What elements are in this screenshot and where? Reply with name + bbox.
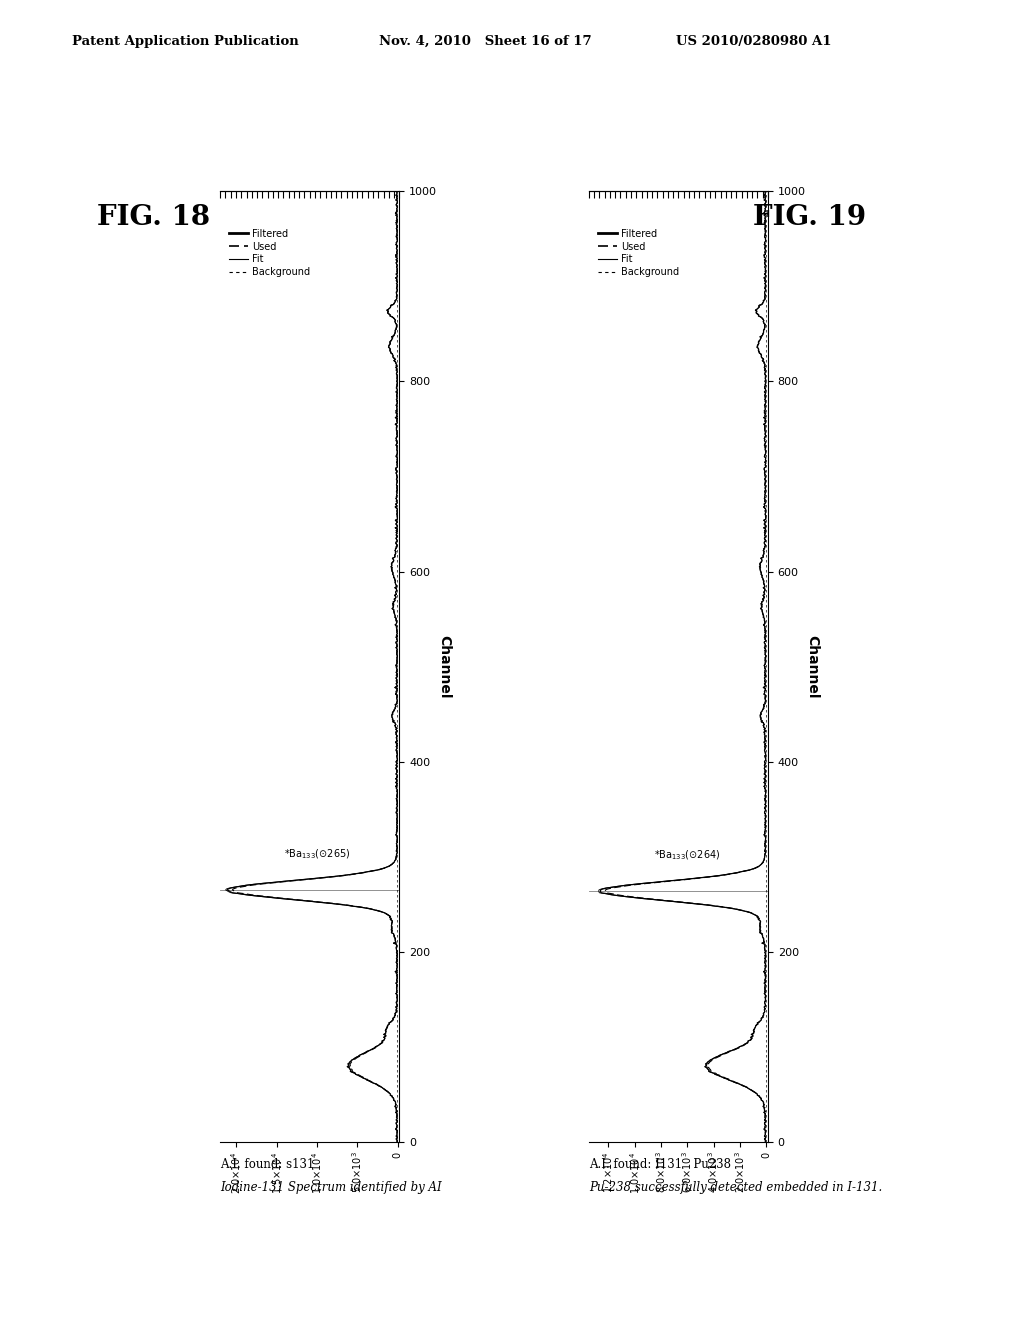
Used <box>390 183 402 199</box>
Text: FIG. 18: FIG. 18 <box>97 205 210 231</box>
Filtered <box>391 393 403 409</box>
Text: US 2010/0280980 A1: US 2010/0280980 A1 <box>676 34 831 48</box>
Used <box>370 1076 382 1092</box>
Line: Used: Used <box>232 191 397 1142</box>
Filtered <box>759 393 771 409</box>
Used <box>391 393 403 409</box>
Used <box>758 294 770 310</box>
Text: Pu-238 successfully detected embedded in I-131.: Pu-238 successfully detected embedded in… <box>589 1180 882 1193</box>
Filtered <box>758 294 770 310</box>
Text: Nov. 4, 2010   Sheet 16 of 17: Nov. 4, 2010 Sheet 16 of 17 <box>379 34 592 48</box>
Fit <box>759 941 771 957</box>
Line: Used: Used <box>605 191 766 1142</box>
Filtered <box>759 941 771 957</box>
Fit <box>758 294 770 310</box>
Line: Filtered: Filtered <box>227 191 397 1142</box>
Background <box>760 1076 772 1092</box>
Used <box>759 183 771 199</box>
Fit <box>732 1076 744 1092</box>
Fit <box>391 358 403 374</box>
Filtered <box>390 183 402 199</box>
Filtered <box>733 1076 745 1092</box>
Text: Patent Application Publication: Patent Application Publication <box>72 34 298 48</box>
Fit <box>391 393 403 409</box>
Background <box>760 183 772 199</box>
Background <box>391 183 403 199</box>
Fit <box>391 230 403 246</box>
Background <box>391 393 403 409</box>
Used <box>759 1134 771 1150</box>
Fit <box>389 294 401 310</box>
Used <box>391 1134 403 1150</box>
Used <box>759 393 771 409</box>
Background <box>760 1134 772 1150</box>
Used <box>389 294 401 310</box>
Text: A.I. found: s131: A.I. found: s131 <box>220 1158 314 1171</box>
Text: *Ba$_{133}$(⊙265): *Ba$_{133}$(⊙265) <box>284 847 350 862</box>
Used <box>760 230 772 246</box>
Filtered <box>391 358 403 374</box>
Used <box>391 358 403 374</box>
Line: Filtered: Filtered <box>600 191 766 1142</box>
Filtered <box>390 941 402 957</box>
Filtered <box>759 183 771 199</box>
Filtered <box>759 358 771 374</box>
Fit <box>759 393 771 409</box>
Used <box>390 941 402 957</box>
Used <box>391 230 403 246</box>
Used <box>734 1076 746 1092</box>
Line: Fit: Fit <box>599 191 766 1142</box>
Background <box>760 941 772 957</box>
Y-axis label: Channel: Channel <box>437 635 451 698</box>
Fit <box>390 183 402 199</box>
Fit <box>390 941 402 957</box>
Fit <box>391 1134 403 1150</box>
Text: FIG. 19: FIG. 19 <box>753 205 865 231</box>
Filtered <box>389 294 401 310</box>
Fit <box>759 183 771 199</box>
Filtered <box>391 230 403 246</box>
Used <box>759 358 771 374</box>
Background <box>760 358 772 374</box>
Fit <box>759 358 771 374</box>
Legend: Filtered, Used, Fit, Background: Filtered, Used, Fit, Background <box>225 224 314 281</box>
Used <box>759 941 771 957</box>
Background <box>760 294 772 310</box>
Fit <box>759 230 771 246</box>
Background <box>391 1076 403 1092</box>
Background <box>760 230 772 246</box>
Filtered <box>370 1076 382 1092</box>
Fit <box>370 1076 382 1092</box>
Filtered <box>391 1134 403 1150</box>
Legend: Filtered, Used, Fit, Background: Filtered, Used, Fit, Background <box>594 224 683 281</box>
Text: *Ba$_{133}$(⊙264): *Ba$_{133}$(⊙264) <box>654 849 721 862</box>
Background <box>391 1134 403 1150</box>
Background <box>391 230 403 246</box>
Text: A.I. found: I131   Pu238: A.I. found: I131 Pu238 <box>589 1158 731 1171</box>
Text: Iodine-131 Spectrum identified by AI: Iodine-131 Spectrum identified by AI <box>220 1180 441 1193</box>
Filtered <box>759 1134 771 1150</box>
Filtered <box>759 230 771 246</box>
Line: Fit: Fit <box>225 191 397 1142</box>
Background <box>760 393 772 409</box>
Background <box>391 941 403 957</box>
Background <box>391 358 403 374</box>
Y-axis label: Channel: Channel <box>806 635 819 698</box>
Fit <box>759 1134 771 1150</box>
Background <box>391 294 403 310</box>
